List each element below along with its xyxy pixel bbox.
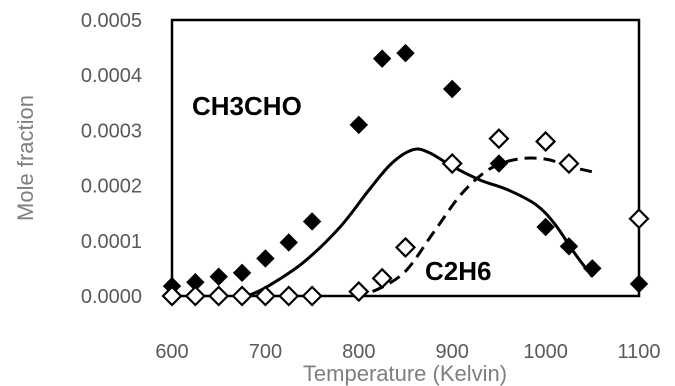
open-diamond-marker [441, 152, 463, 175]
dashed-series-line [353, 156, 593, 298]
open-diamond-marker [628, 208, 650, 230]
open-diamond-marker [394, 236, 417, 258]
y-axis-title: Mole fraction [13, 95, 38, 221]
open-diamond-marker [301, 285, 323, 307]
filled-diamond-marker [372, 49, 392, 68]
filled-diamond-marker [349, 115, 369, 135]
open-diamond-marker [231, 285, 253, 307]
open-diamond-marker [254, 285, 276, 307]
filled-diamond-marker [279, 233, 298, 252]
filled-diamond-marker [489, 154, 509, 173]
x-tick-label: 1000 [523, 341, 568, 363]
filled-diamond-marker [629, 274, 649, 294]
series-lines [246, 147, 594, 298]
series-markers [161, 43, 650, 307]
y-tick-label: 0.0003 [81, 120, 142, 142]
y-tick-label: 0.0000 [81, 286, 142, 308]
x-tick-label: 1100 [617, 341, 660, 363]
filled-diamond-marker [536, 217, 555, 237]
filled-diamond-marker [559, 237, 579, 256]
open-diamond-marker [278, 285, 300, 307]
filled-diamond-marker [442, 79, 462, 99]
y-tick-label: 0.0005 [81, 10, 142, 32]
open-diamond-marker [558, 152, 580, 175]
solid-series-line [246, 147, 594, 298]
y-tick-label: 0.0001 [81, 231, 142, 253]
filled-diamond-marker [396, 43, 415, 63]
x-tick-label: 800 [342, 341, 375, 363]
open-diamond-marker [208, 285, 230, 307]
filled-diamond-marker [256, 249, 275, 268]
open-diamond-marker [535, 130, 557, 152]
y-tick-labels: 0.0000 0.0001 0.0002 0.0003 0.0004 0.0005 [81, 10, 142, 308]
filled-diamond-marker [583, 259, 602, 278]
filled-diamond-marker [302, 212, 322, 231]
x-tick-label: 700 [249, 341, 282, 363]
open-diamond-marker [488, 128, 510, 150]
open-diamond-marker [371, 267, 393, 289]
open-diamond-marker [348, 281, 370, 303]
x-axis-title: Temperature (Kelvin) [303, 361, 507, 386]
annotation-c2h6: C2H6 [425, 256, 491, 286]
x-tick-labels: 600 700 800 900 1000 1100 [155, 341, 660, 363]
y-tick-label: 0.0002 [81, 176, 142, 198]
open-diamond-marker [184, 285, 206, 307]
x-tick-label: 600 [155, 341, 188, 363]
filled-diamond-marker [232, 263, 252, 283]
plot-frame [170, 18, 641, 298]
annotation-ch3cho: CH3CHO [192, 91, 302, 121]
open-diamond-marker [161, 285, 183, 307]
x-tick-label: 900 [436, 341, 469, 363]
y-tick-label: 0.0004 [81, 65, 142, 87]
filled-diamond-marker [209, 267, 228, 286]
